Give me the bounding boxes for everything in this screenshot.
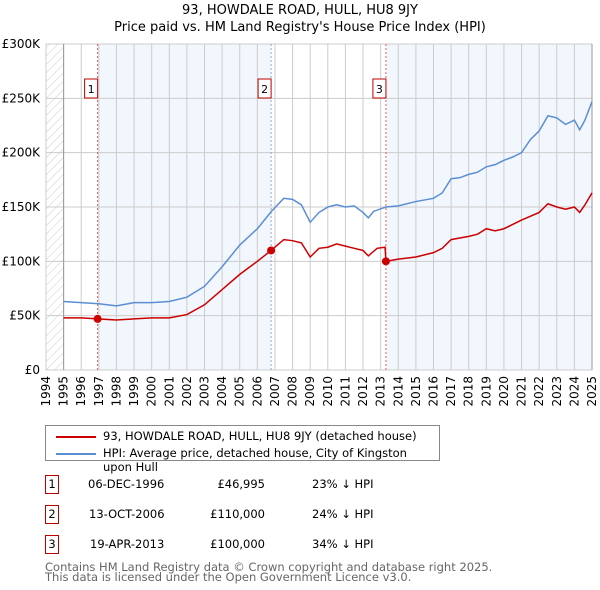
x-tick-label: 2002 [180,376,194,407]
legend-swatch-hpi [56,453,96,455]
sale-date: 13-OCT-2006 [89,507,165,521]
legend: 93, HOWDALE ROAD, HULL, HU8 9JY (detache… [45,425,440,474]
x-tick-label: 2023 [550,376,564,407]
hpi-line [63,101,593,307]
property-price-line [63,192,593,321]
y-tick-label: £50K [9,309,41,323]
sale-label-number: 3 [376,83,383,96]
y-tick-label: £300K [2,37,42,51]
sale-hpi-diff: 23% ↓ HPI [312,477,374,491]
x-tick-label: 2019 [479,376,493,407]
sale-label-number: 1 [88,83,95,96]
x-tick-label: 2016 [426,376,440,407]
x-tick-label: 2020 [497,376,511,407]
x-tick-label: 2008 [286,376,300,407]
y-tick-label: £150K [2,200,42,214]
x-tick-label: 2000 [145,376,159,407]
x-tick-label: 2014 [391,376,405,407]
x-tick-label: 2009 [303,376,317,407]
x-tick-label: 1996 [74,376,88,407]
sale-date: 06-DEC-1996 [88,477,165,491]
x-tick-label: 2004 [215,376,229,407]
x-tick-label: 2006 [250,376,264,407]
y-tick-label: £100K [2,254,42,268]
x-tick-label: 2018 [462,376,476,407]
sale-price: £100,000 [210,537,265,551]
sale-date: 19-APR-2013 [90,537,165,551]
x-tick-label: 2022 [532,376,546,407]
sale-hpi-diff: 24% ↓ HPI [312,507,374,521]
x-tick-label: 2007 [268,376,282,407]
x-tick-label: 1995 [57,376,71,407]
legend-swatch-property [56,436,96,438]
footer-licence: This data is licensed under the Open Gov… [45,570,412,584]
x-tick-label: 2003 [198,376,212,407]
sale-price: £110,000 [210,507,265,521]
x-tick-label: 1997 [92,376,106,407]
sale-label-box [257,78,272,99]
x-tick-label: 2013 [374,376,388,407]
x-tick-label: 2010 [321,376,335,407]
sale-marker-number: 1 [45,475,59,494]
x-tick-label: 2005 [233,376,247,407]
plot-area: 1994 1995 1996 1997 1998 1999 2000 2001 2002 2003… [2,37,599,407]
x-tick-label: 1999 [127,376,141,407]
x-tick-label: 2024 [567,376,581,407]
sale-hpi-diff: 34% ↓ HPI [312,537,374,551]
sale-point [267,246,276,255]
chart-title: 93, HOWDALE ROAD, HULL, HU8 9JY [182,3,418,18]
x-tick-label: 2011 [338,376,352,407]
x-tick-label: 2017 [444,376,458,407]
sale-point [381,257,390,266]
x-tick-label: 2015 [409,376,423,407]
x-tick-label: 2021 [515,376,529,407]
y-tick-label: £200K [2,146,42,160]
y-tick-label: £0 [25,363,40,377]
sale-point [93,314,102,323]
x-tick-label: 2001 [162,376,176,407]
x-tick-label: 1998 [109,376,123,407]
y-tick-label: £250K [2,91,42,105]
x-tick-label: 2012 [356,376,370,407]
x-tick-label: 1994 [39,376,53,407]
legend-label-hpi: HPI: Average price, detached house, City… [103,446,407,474]
sale-label-box [372,78,387,99]
legend-label-property: 93, HOWDALE ROAD, HULL, HU8 9JY (detache… [103,429,417,443]
sale-marker-number: 3 [45,535,59,554]
sale-label-number: 2 [261,83,268,96]
sale-marker-number: 2 [45,505,59,524]
x-tick-label: 2025 [585,376,599,407]
sale-price: £46,995 [217,477,265,491]
footer-copyright: Contains HM Land Registry data © Crown c… [45,560,493,574]
chart-subtitle: Price paid vs. HM Land Registry's House … [114,20,486,35]
sale-label-box [84,78,99,99]
